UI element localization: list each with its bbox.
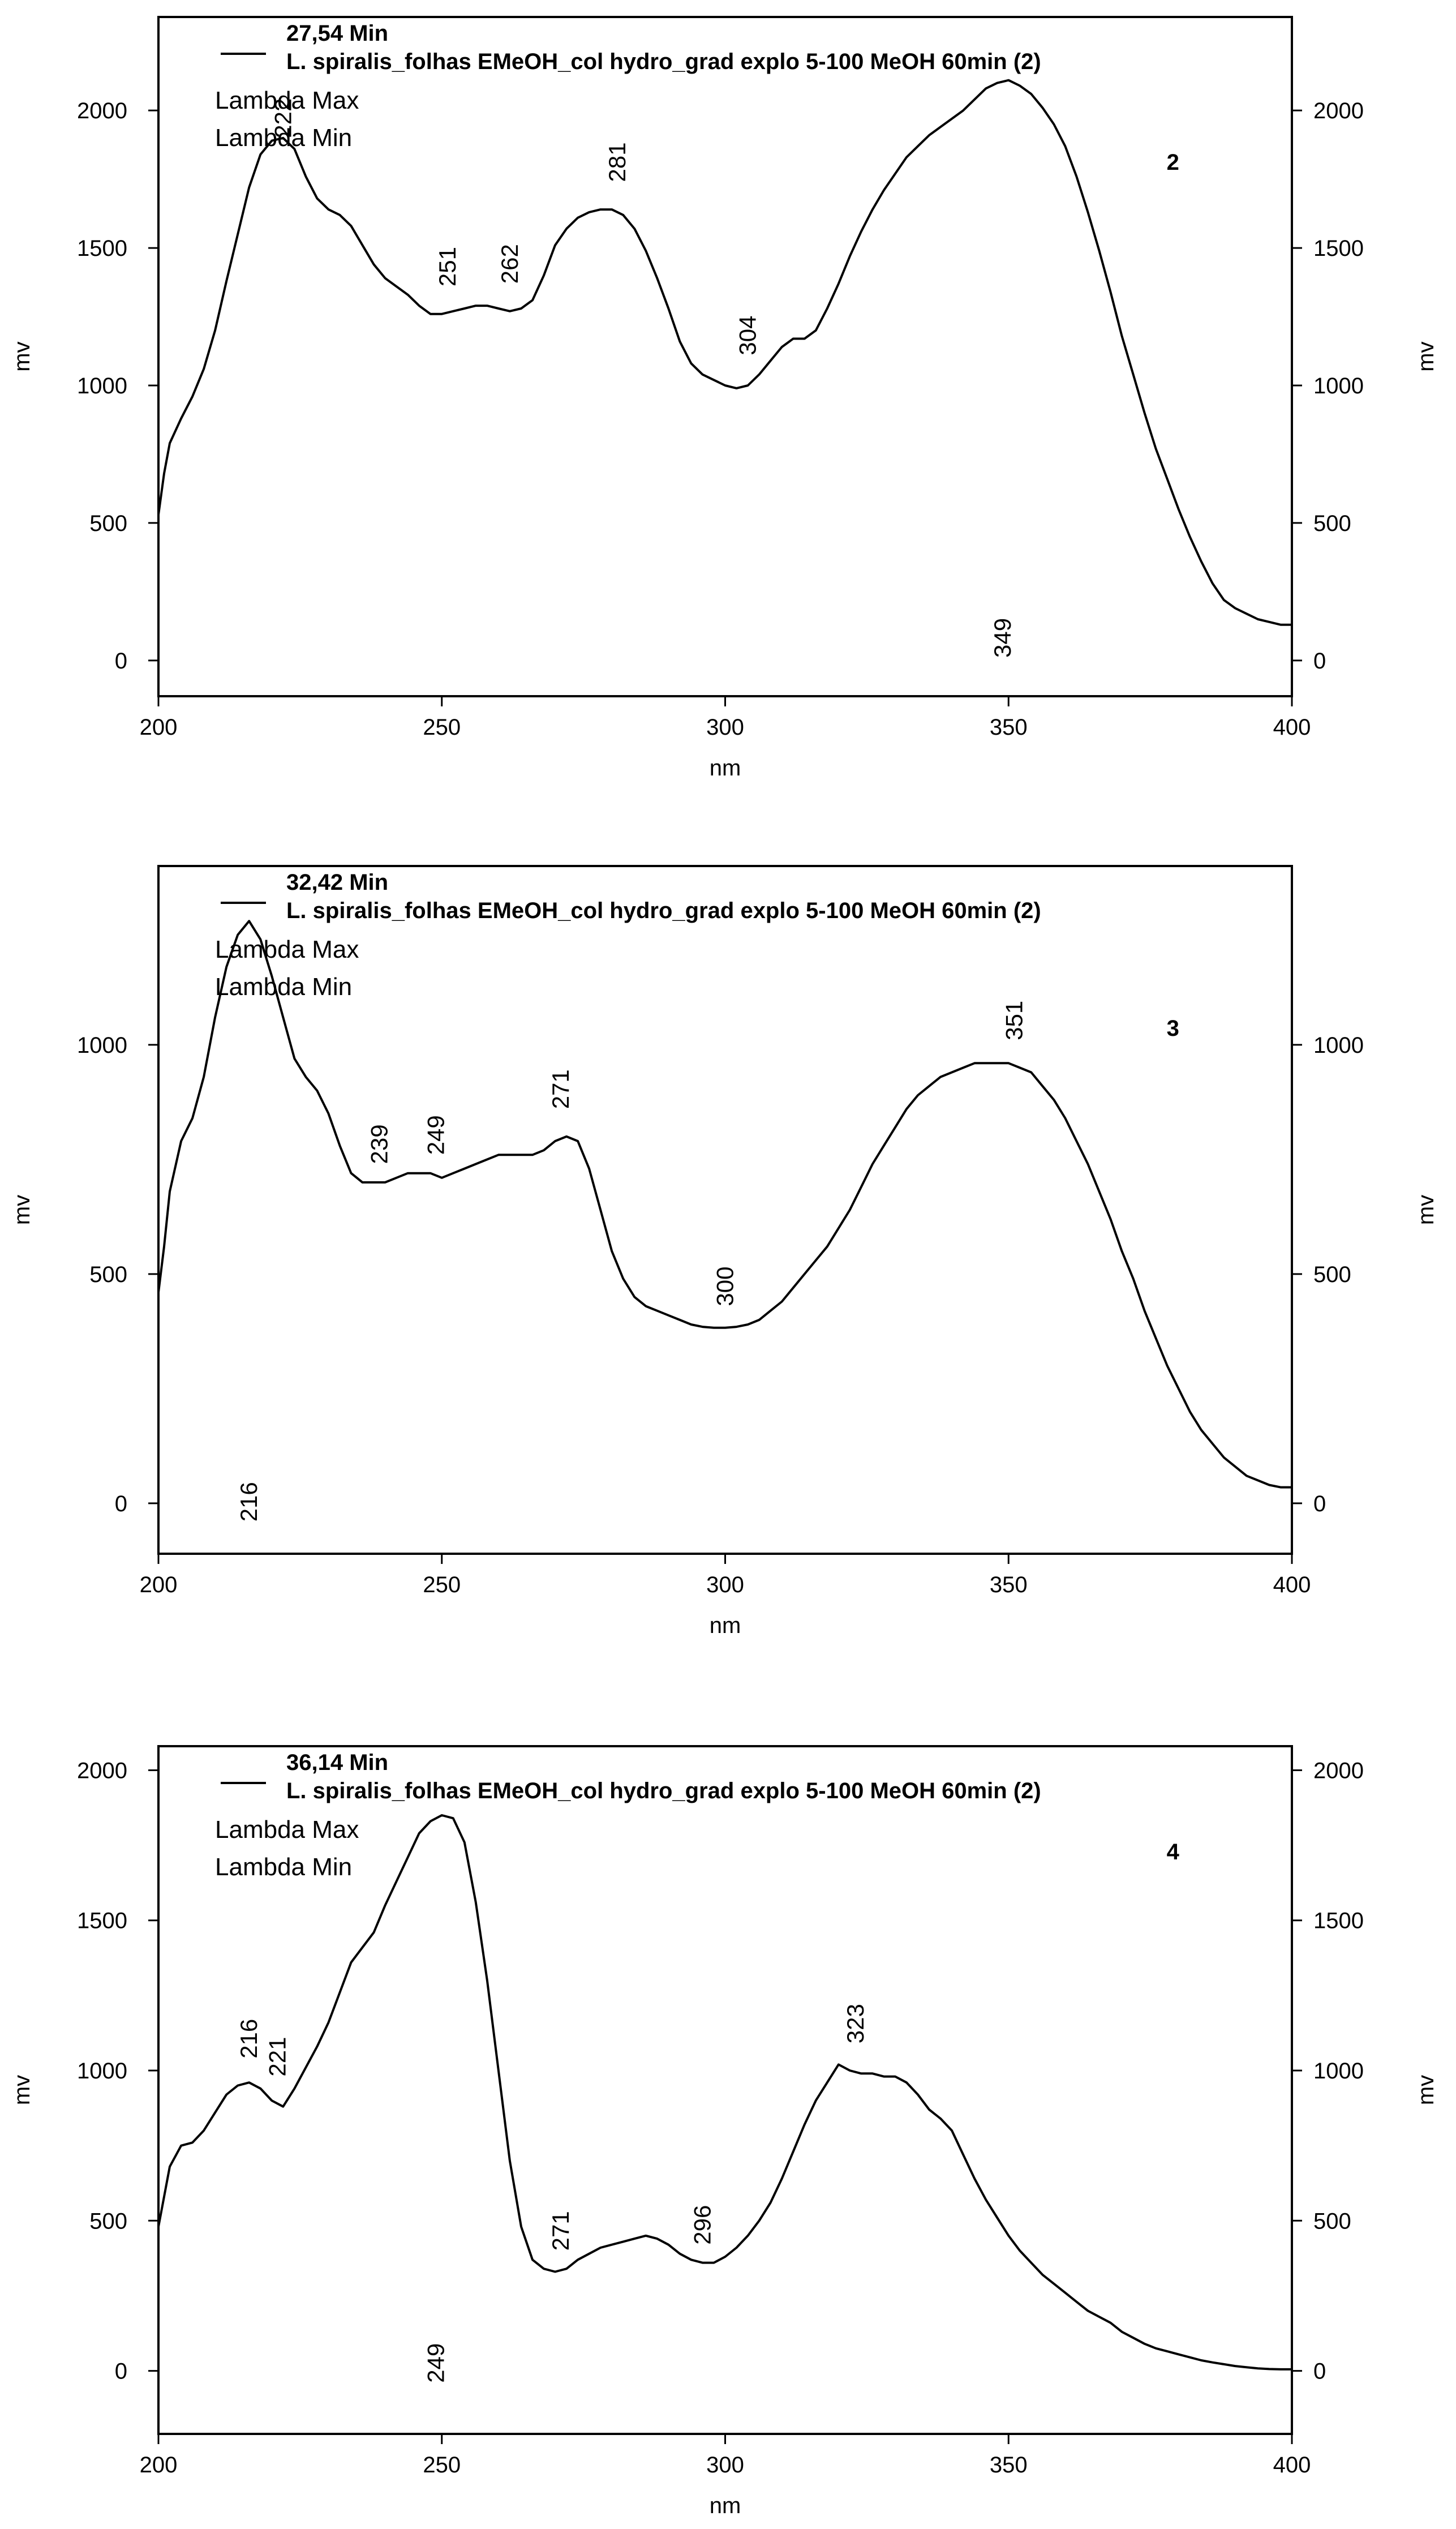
x-tick-label: 300 bbox=[706, 1572, 744, 1597]
y-axis-label-right: mv bbox=[1414, 2075, 1438, 2105]
y-tick-label-right: 500 bbox=[1313, 511, 1351, 536]
y-tick-label-left: 500 bbox=[89, 2209, 127, 2234]
peak-label: 304 bbox=[735, 315, 761, 355]
peak-label: 249 bbox=[423, 1115, 449, 1155]
peak-label: 351 bbox=[1000, 1001, 1027, 1040]
y-axis-label-left: mv bbox=[10, 1195, 35, 1225]
peak-label: 349 bbox=[989, 618, 1016, 658]
y-tick-label-left: 2000 bbox=[77, 98, 127, 123]
x-tick-label: 250 bbox=[423, 715, 461, 740]
peak-label: 216 bbox=[235, 1482, 262, 1521]
spectrum-panel-3: 0 0 500 500 1000 1000 200 250 300 350 400 nm mv mv 32,… bbox=[10, 865, 1438, 1638]
y-tick-label-right: 2000 bbox=[1313, 98, 1364, 123]
panel-number: 4 bbox=[1167, 1840, 1180, 1864]
peak-label: 296 bbox=[689, 2205, 715, 2245]
legend-sample-name: L. spiralis_folhas EMeOH_col hydro_grad … bbox=[286, 898, 1041, 923]
y-tick-label-left: 1000 bbox=[77, 2059, 127, 2084]
x-tick-label: 200 bbox=[140, 715, 178, 740]
y-tick-label-right: 0 bbox=[1313, 649, 1326, 674]
spectrum-line bbox=[157, 920, 1292, 1489]
peak-label: 216 bbox=[235, 2019, 262, 2059]
y-tick-label-left: 1500 bbox=[77, 236, 127, 261]
spectrum-line bbox=[157, 79, 1292, 626]
peak-label: 262 bbox=[496, 244, 523, 284]
legend-lambda-min: Lambda Min bbox=[215, 124, 352, 152]
y-axis-label-left: mv bbox=[10, 2075, 35, 2105]
peak-label: 271 bbox=[547, 1069, 574, 1109]
y-tick-label-right: 1500 bbox=[1313, 1909, 1364, 1934]
peak-label: 281 bbox=[604, 142, 630, 182]
legend-lambda-min: Lambda Min bbox=[215, 973, 352, 1001]
y-tick-label-left: 1000 bbox=[77, 1033, 127, 1058]
peak-label: 300 bbox=[712, 1267, 738, 1306]
y-tick-label-right: 2000 bbox=[1313, 1758, 1364, 1783]
y-tick-label-right: 1000 bbox=[1313, 2059, 1364, 2084]
y-tick-label-right: 0 bbox=[1313, 2359, 1326, 2384]
x-tick-label: 200 bbox=[140, 2453, 178, 2477]
y-tick-label-left: 0 bbox=[115, 2359, 127, 2384]
spectrum-panel-4: 0 0 500 500 1000 1000 1500 1500 2000 2000 200 250 30… bbox=[10, 1745, 1438, 2518]
y-tick-label-right: 1500 bbox=[1313, 236, 1364, 261]
legend-retention-time: 32,42 Min bbox=[286, 870, 388, 895]
panel-number: 3 bbox=[1167, 1016, 1179, 1041]
peak-label: 221 bbox=[264, 2037, 290, 2077]
x-axis-label: nm bbox=[710, 756, 741, 781]
x-tick-label: 400 bbox=[1273, 1572, 1311, 1597]
legend-retention-time: 36,14 Min bbox=[286, 1750, 388, 1775]
y-tick-label-right: 1000 bbox=[1313, 374, 1364, 398]
y-tick-label-right: 1000 bbox=[1313, 1033, 1364, 1058]
x-axis-label: nm bbox=[710, 1613, 741, 1638]
peak-label: 249 bbox=[423, 2343, 449, 2383]
panel-number: 2 bbox=[1167, 150, 1179, 175]
x-tick-label: 250 bbox=[423, 2453, 461, 2477]
y-tick-label-right: 500 bbox=[1313, 1262, 1351, 1287]
legend-retention-time: 27,54 Min bbox=[286, 21, 388, 46]
y-tick-label-left: 1000 bbox=[77, 374, 127, 398]
legend-lambda-max: Lambda Max bbox=[215, 1816, 359, 1844]
y-axis-label-right: mv bbox=[1414, 1195, 1438, 1225]
peak-label: 251 bbox=[434, 247, 461, 286]
legend-lambda-max: Lambda Max bbox=[215, 936, 359, 963]
plot-frame bbox=[157, 16, 1293, 697]
legend-sample-name: L. spiralis_folhas EMeOH_col hydro_grad … bbox=[286, 49, 1041, 74]
peak-label: 323 bbox=[842, 2004, 869, 2043]
y-axis-label-left: mv bbox=[10, 341, 35, 371]
peak-label: 271 bbox=[547, 2211, 574, 2251]
x-tick-label: 350 bbox=[990, 1572, 1028, 1597]
x-tick-label: 400 bbox=[1273, 715, 1311, 740]
x-tick-label: 250 bbox=[423, 1572, 461, 1597]
peak-label: 239 bbox=[366, 1124, 393, 1164]
x-tick-label: 200 bbox=[140, 1572, 178, 1597]
peak-label: 222 bbox=[269, 98, 296, 138]
spectrum-panel-2: 0 0 500 500 1000 1000 1500 1500 2000 2000 200 250 30… bbox=[10, 16, 1438, 781]
x-axis-label: nm bbox=[710, 2493, 741, 2518]
y-tick-label-left: 1500 bbox=[77, 1909, 127, 1934]
y-axis-label-right: mv bbox=[1414, 341, 1438, 371]
y-tick-label-right: 0 bbox=[1313, 1491, 1326, 1516]
x-tick-label: 300 bbox=[706, 715, 744, 740]
y-tick-label-right: 500 bbox=[1313, 2209, 1351, 2234]
x-tick-label: 350 bbox=[990, 2453, 1028, 2477]
x-tick-label: 350 bbox=[990, 715, 1028, 740]
spectrum-line bbox=[157, 1814, 1292, 2371]
plot-frame bbox=[157, 865, 1293, 1555]
y-tick-label-left: 2000 bbox=[77, 1758, 127, 1783]
x-tick-label: 400 bbox=[1273, 2453, 1311, 2477]
legend-lambda-max: Lambda Max bbox=[215, 87, 359, 114]
legend-sample-name: L. spiralis_folhas EMeOH_col hydro_grad … bbox=[286, 1778, 1041, 1803]
y-tick-label-left: 500 bbox=[89, 1262, 127, 1287]
y-tick-label-left: 0 bbox=[115, 1491, 127, 1516]
y-tick-label-left: 500 bbox=[89, 511, 127, 536]
legend-lambda-min: Lambda Min bbox=[215, 1853, 352, 1881]
x-tick-label: 300 bbox=[706, 2453, 744, 2477]
y-tick-label-left: 0 bbox=[115, 649, 127, 674]
